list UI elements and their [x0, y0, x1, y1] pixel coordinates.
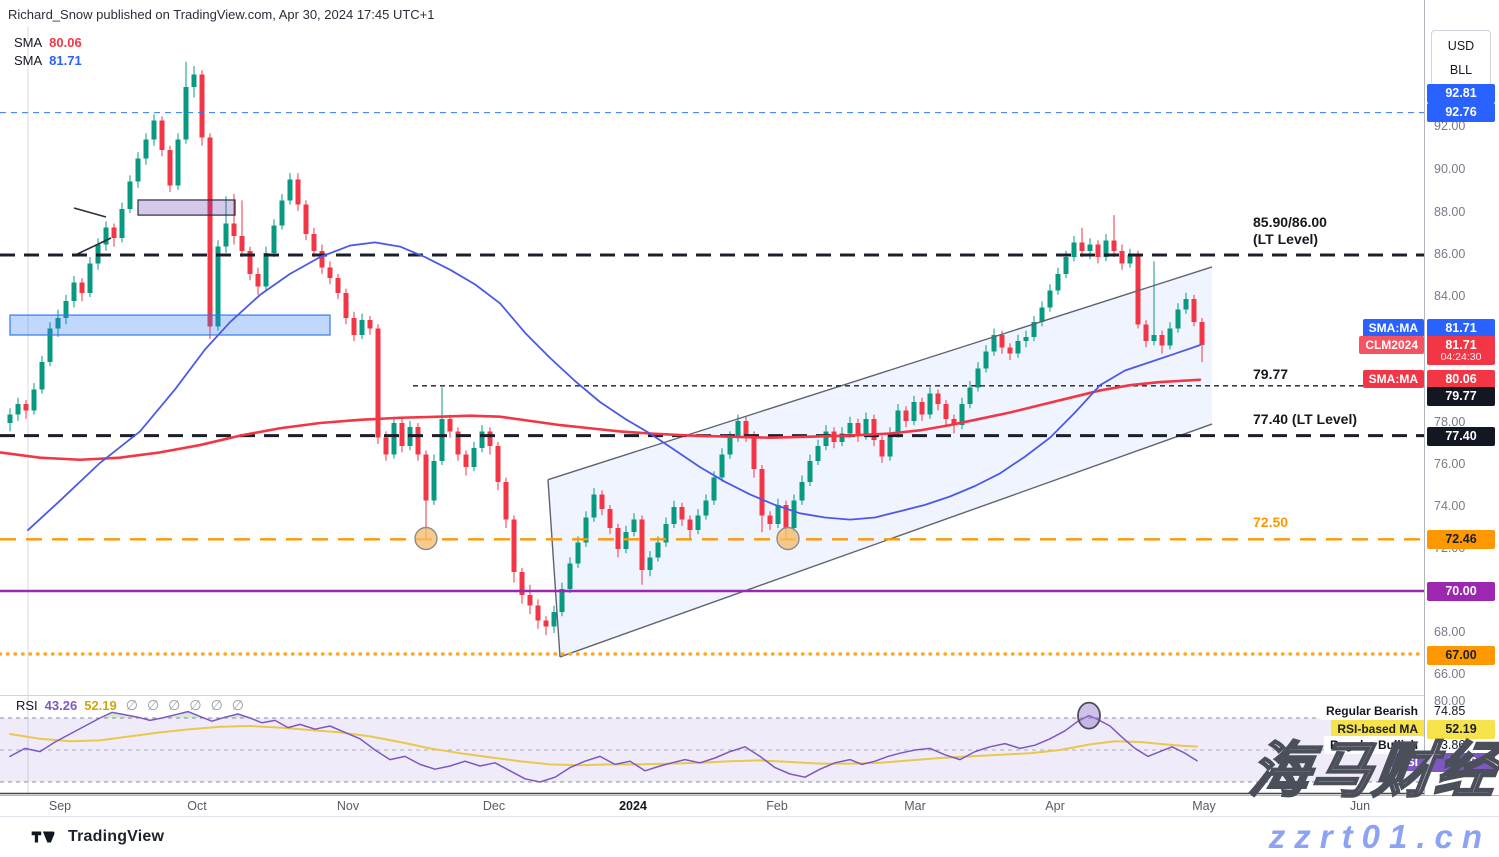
price-badge-81.71: 81.71 04:24:30	[1427, 335, 1495, 365]
price-badge-81.71: 81.71	[1427, 318, 1495, 338]
rsi-hidden-value-icon: ∅	[168, 697, 181, 713]
annotation-level-7977[interactable]: 79.77	[1253, 366, 1289, 382]
annotation-lt-level-86[interactable]: 85.90/86.00 (LT Level)	[1253, 214, 1327, 247]
time-axis-label-2024: 2024	[619, 799, 647, 813]
time-axis-label-may: May	[1192, 799, 1216, 813]
rsi-empty-slots: ∅ ∅ ∅ ∅ ∅ ∅	[117, 697, 244, 713]
tradingview-brand-text: TradingView	[68, 828, 165, 845]
annotation-level-7250[interactable]: 72.50	[1253, 514, 1289, 530]
sma-fast-legend[interactable]: SMA 80.06	[14, 34, 82, 52]
time-axis-label-mar: Mar	[904, 799, 926, 813]
sma-fast-label: SMA	[14, 35, 43, 50]
price-badge-92.76: 92.76	[1427, 102, 1495, 122]
price-axis[interactable]: USD BLL 92.00 90.00 88.00 86.00 84.00 78.00 76…	[1424, 0, 1499, 817]
rsi-value: 43.26	[44, 698, 78, 713]
price-badge-77.40: 77.40	[1427, 426, 1495, 446]
watermark-url: zzrt01.cn	[1268, 818, 1491, 855]
countdown-timer: 04:24:30	[1440, 350, 1482, 363]
price-badge-43.26: 43.26	[1427, 752, 1495, 772]
sma-slow-value: 81.71	[49, 53, 82, 68]
watermark-cjk: 海马财经	[1244, 736, 1499, 805]
time-axis-label-sep: Sep	[48, 799, 72, 813]
price-badge-70.00: 70.00	[1427, 581, 1495, 601]
time-axis-label-oct: Oct	[187, 799, 207, 813]
price-tick-label: 74.00	[1434, 499, 1466, 513]
price-tick-label: 92.00	[1434, 119, 1466, 133]
price-tick-label: 66.00	[1434, 667, 1466, 681]
price-badge-52.19: 52.19	[1427, 719, 1495, 739]
indicator-legend: SMA 80.06 SMA 81.71	[14, 34, 82, 70]
price-tick-label: 88.00	[1434, 205, 1466, 219]
axis-unit: BLL	[1449, 63, 1473, 77]
rsi-label: RSI	[16, 698, 38, 713]
sma-slow-legend[interactable]: SMA 81.71	[14, 52, 82, 70]
annotation-lt-level-7740[interactable]: 77.40 (LT Level)	[1253, 411, 1358, 427]
tradingview-logo-icon	[31, 831, 55, 843]
time-axis-label-apr: Apr	[1045, 799, 1065, 813]
price-badge-80.06: 80.06	[1427, 369, 1495, 389]
tradingview-brand[interactable]: TradingView	[31, 827, 164, 847]
rsi-hidden-value-icon: ∅	[189, 697, 202, 713]
price-tick-label: 78.00	[1434, 415, 1466, 429]
price-badge-72.46: 72.46	[1427, 529, 1495, 549]
time-axis-label-nov: Nov	[336, 799, 360, 813]
time-axis-label-dec: Dec	[482, 799, 506, 813]
axis-unit-box: USD BLL	[1431, 30, 1491, 86]
sma-slow-label: SMA	[14, 53, 43, 68]
time-axis-label-feb: Feb	[766, 799, 788, 813]
rsi-hidden-value-icon: ∅	[231, 697, 244, 713]
price-tick-label: 76.00	[1434, 457, 1466, 471]
rsi-legend[interactable]: RSI 43.26 52.19 ∅ ∅ ∅ ∅ ∅ ∅	[16, 697, 244, 714]
time-axis[interactable]: Sep Oct Nov Dec 2024 Feb Mar Apr May Jun	[0, 795, 1499, 817]
price-badge-67.00: 67.00	[1427, 645, 1495, 665]
publisher-note: Richard_Snow published on TradingView.co…	[8, 7, 435, 22]
rsi-hidden-value-icon: ∅	[146, 697, 160, 713]
price-badge-74.85: 74.85	[1434, 703, 1466, 718]
axis-currency: USD	[1447, 39, 1475, 53]
price-badge-79.77: 79.77	[1427, 386, 1495, 406]
price-tick-label: 90.00	[1434, 162, 1466, 176]
price-tick-label: 68.00	[1434, 625, 1466, 639]
rsi-hidden-value-icon: ∅	[125, 697, 138, 713]
price-tick-label: 84.00	[1434, 289, 1466, 303]
rsi-hidden-value-icon: ∅	[210, 697, 223, 713]
footer: TradingView	[0, 818, 1499, 857]
price-tick-label: 80.00	[1434, 694, 1466, 708]
time-axis-label-jun: Jun	[1349, 799, 1371, 813]
rsi-ma-value: 52.19	[84, 698, 117, 713]
price-badge-92.81: 92.81	[1427, 83, 1495, 103]
sma-fast-value: 80.06	[49, 35, 82, 50]
price-badge-43.86: 43.86	[1434, 737, 1466, 752]
price-tick-label: 86.00	[1434, 247, 1466, 261]
